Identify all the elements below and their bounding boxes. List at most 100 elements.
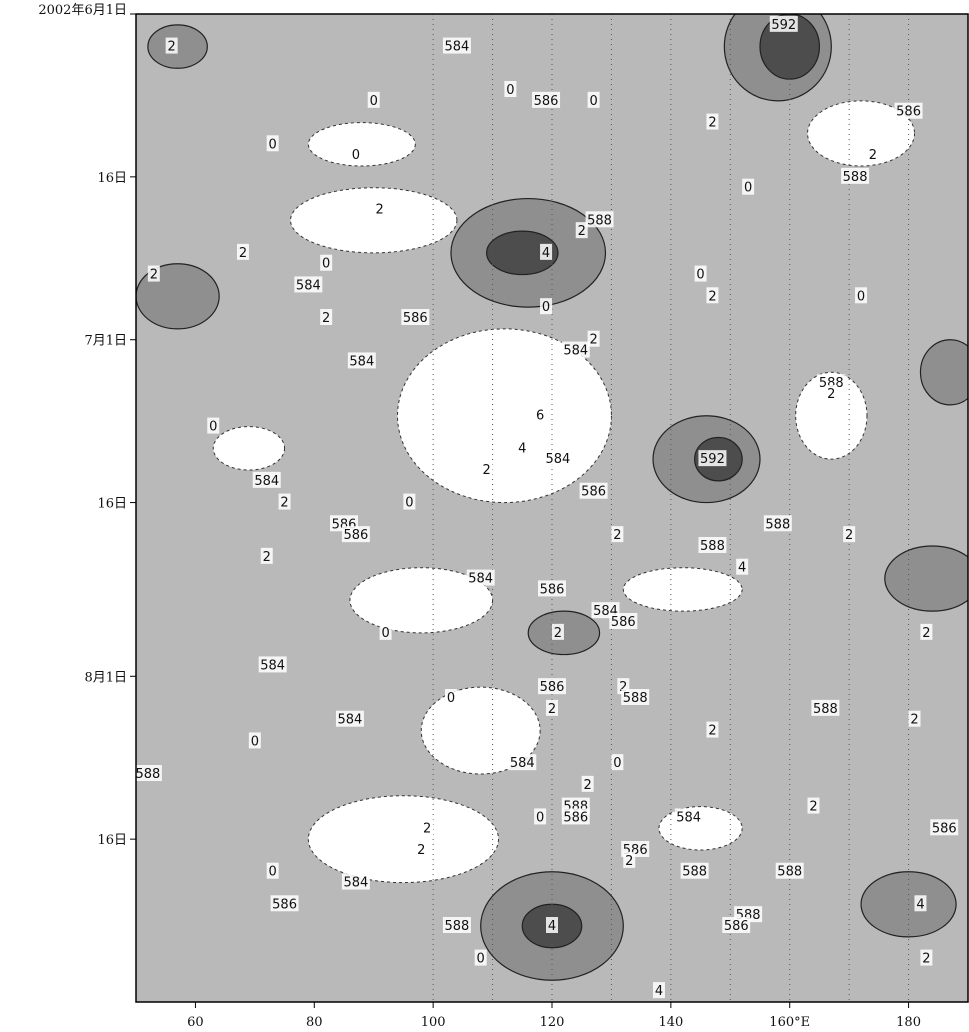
contour-label-93: 0: [474, 949, 487, 967]
contour-label-70: 584: [508, 754, 537, 771]
contour-label-68: 0: [248, 732, 261, 749]
contour-label-33: 6: [534, 406, 547, 424]
contour-label-text-48: 588: [700, 539, 725, 554]
contour-label-40: 2: [278, 493, 291, 511]
contour-label-text-59: 586: [540, 680, 565, 695]
contour-label-6: 0: [367, 91, 380, 109]
contour-label-text-25: 2: [322, 311, 330, 326]
contour-label-72: 2: [581, 775, 594, 793]
blank-region-8: [807, 100, 916, 167]
contour-label-text-54: 586: [611, 615, 636, 630]
contour-label-65: 584: [335, 710, 364, 728]
y-axis: 2002年6月1日 16日 7月1日 16日 8月1日 16日: [38, 3, 136, 848]
x-tick-label-100: 100: [421, 1015, 446, 1030]
contour-label-10: 0: [349, 146, 362, 163]
contour-label-17: 4: [540, 243, 553, 261]
contour-label-text-60: 2: [619, 680, 627, 695]
contour-label-text-75: 0: [536, 810, 544, 825]
contour-label-text-66: 2: [910, 713, 918, 728]
contour-label-84: 588: [680, 862, 709, 880]
contour-label-63: 2: [546, 699, 558, 717]
x-tick-label-140: 140: [658, 1015, 683, 1030]
contour-label-text-3: 0: [506, 83, 514, 98]
contour-label-79: 586: [930, 819, 959, 836]
contour-label-34: 0: [207, 417, 220, 435]
contour-label-text-81: 2: [417, 843, 425, 858]
shaded-region-11: [486, 230, 559, 276]
x-axis: 60 80 100 120 140 160°E 180: [187, 1002, 921, 1030]
contour-label-74: 2: [807, 797, 820, 815]
y-tick-label-2: 7月1日: [84, 334, 127, 349]
contour-label-text-24: 0: [857, 289, 865, 304]
contour-label-text-92: 588: [445, 919, 470, 934]
contour-label-3: 0: [504, 81, 517, 98]
contour-label-text-12: 588: [843, 170, 868, 185]
contour-label-text-69: 0: [613, 756, 621, 771]
contour-label-23: 2: [706, 287, 719, 304]
y-tick-label-0: 2002年6月1日: [38, 3, 127, 18]
contour-label-text-52: 586: [540, 582, 565, 597]
contour-label-text-26: 586: [403, 311, 428, 326]
contour-label-text-49: 2: [263, 550, 271, 565]
contour-label-20: 2: [147, 265, 160, 283]
contour-label-text-57: 2: [922, 626, 930, 641]
contour-label-text-64: 588: [813, 702, 838, 717]
contour-label-46: 2: [611, 526, 624, 543]
shaded-region-5: [884, 545, 968, 612]
contour-label-30: 584: [347, 352, 376, 369]
contour-label-text-45: 586: [343, 528, 368, 543]
contour-label-54: 586: [609, 613, 638, 630]
contour-label-28: 584: [561, 341, 590, 359]
contour-label-text-20: 2: [150, 268, 158, 283]
contour-label-text-63: 2: [548, 702, 556, 717]
contour-label-12: 588: [841, 167, 870, 185]
contour-label-18: 2: [236, 243, 249, 261]
contour-label-76: 586: [561, 808, 590, 825]
contour-label-text-17: 4: [542, 246, 550, 261]
contour-label-11: 2: [866, 146, 879, 163]
contour-label-4: 586: [532, 91, 561, 109]
blank-region-5: [420, 686, 541, 775]
contour-label-87: 586: [270, 895, 299, 912]
contour-label-32: 2: [825, 385, 838, 402]
contour-label-text-83: 0: [269, 865, 277, 880]
contour-label-text-65: 584: [338, 713, 363, 728]
contour-label-45: 586: [341, 526, 370, 543]
contour-label-text-40: 2: [280, 496, 288, 511]
contour-label-text-29: 2: [589, 333, 597, 348]
contour-label-0: 592: [769, 15, 798, 33]
contour-label-64: 588: [811, 699, 840, 717]
plot-background: [136, 14, 968, 1002]
contour-label-text-31: 588: [819, 376, 844, 391]
contour-label-88: 4: [914, 895, 927, 912]
contour-label-29: 2: [587, 330, 600, 348]
plot-area: [136, 14, 968, 1002]
contour-label-39: 584: [252, 471, 281, 489]
contour-label-21: 0: [694, 265, 707, 283]
contour-label-55: 0: [379, 623, 392, 641]
x-tick-label-60: 60: [187, 1015, 204, 1030]
contour-label-19: 0: [320, 254, 333, 272]
blank-region-3: [622, 567, 743, 612]
blank-region-2: [349, 567, 494, 634]
contour-label-text-35: 4: [518, 441, 526, 456]
contour-label-text-62: 0: [447, 691, 455, 706]
y-tick-label-3: 16日: [97, 497, 127, 512]
contour-label-text-15: 588: [587, 213, 612, 228]
contour-label-41: 0: [403, 493, 416, 511]
contour-label-49: 2: [260, 547, 273, 565]
contour-label-59: 586: [538, 678, 566, 695]
contour-label-90: 4: [546, 917, 558, 934]
contour-label-text-7: 586: [896, 105, 921, 120]
contour-label-text-88: 4: [916, 897, 924, 912]
contour-label-text-39: 584: [254, 474, 279, 489]
contour-label-94: 2: [920, 949, 933, 967]
contour-label-text-95: 4: [655, 984, 663, 999]
blank-region-9: [212, 426, 286, 471]
contour-label-75: 0: [534, 808, 547, 825]
contour-label-35: 4: [516, 439, 529, 456]
contour-label-text-6: 0: [370, 94, 378, 109]
contour-label-text-94: 2: [922, 952, 930, 967]
contour-label-43: 588: [763, 515, 792, 532]
